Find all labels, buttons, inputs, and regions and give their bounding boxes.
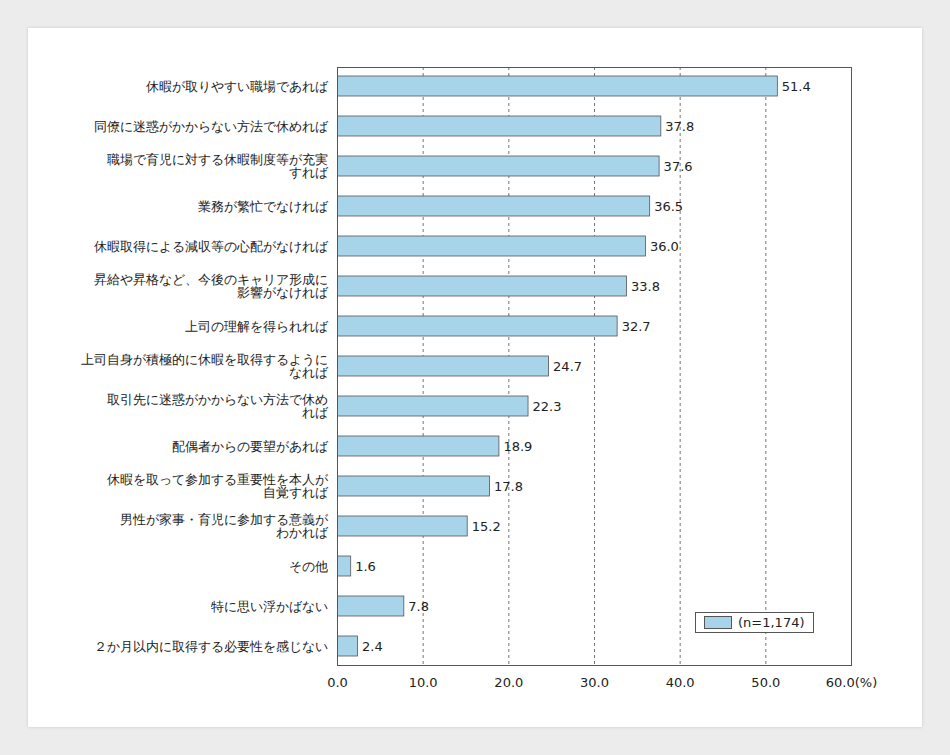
svg-text:37.6: 37.6 [664,159,693,174]
svg-text:50.0: 50.0 [751,675,780,690]
svg-text:7.8: 7.8 [408,599,429,614]
svg-text:60.0(%): 60.0(%) [826,675,877,690]
svg-text:37.8: 37.8 [665,119,694,134]
svg-text:休暇取得による減収等の心配がなければ: 休暇取得による減収等の心配がなければ [94,239,329,254]
svg-text:24.7: 24.7 [553,359,582,374]
svg-text:33.8: 33.8 [631,279,660,294]
svg-text:職場で育児に対する休暇制度等が充実すれば: 職場で育児に対する休暇制度等が充実すれば [107,152,329,180]
svg-text:51.4: 51.4 [782,79,811,94]
svg-text:上司自身が積極的に休暇を取得するようになれば: 上司自身が積極的に休暇を取得するようになれば [81,352,329,380]
svg-text:休暇を取って参加する重要性を本人が自覚すれば: 休暇を取って参加する重要性を本人が自覚すれば [107,472,329,500]
svg-text:休暇が取りやすい職場であれば: 休暇が取りやすい職場であれば [146,79,329,94]
svg-text:30.0: 30.0 [580,675,609,690]
svg-text:2.4: 2.4 [362,639,383,654]
svg-text:40.0: 40.0 [666,675,695,690]
svg-text:17.8: 17.8 [494,479,523,494]
svg-text:18.9: 18.9 [503,439,532,454]
svg-text:配偶者からの要望があれば: 配偶者からの要望があれば [172,439,329,454]
svg-text:0.0: 0.0 [327,675,348,690]
svg-text:取引先に迷惑がかからない方法で休めれば: 取引先に迷惑がかからない方法で休めれば [107,392,329,420]
svg-text:特に思い浮かばない: 特に思い浮かばない [211,599,328,614]
svg-text:男性が家事・育児に参加する意義がわかれば: 男性が家事・育児に参加する意義がわかれば [120,512,329,540]
svg-text:10.0: 10.0 [409,675,438,690]
svg-text:36.0: 36.0 [650,239,679,254]
svg-text:36.5: 36.5 [654,199,683,214]
svg-text:業務が繁忙でなければ: 業務が繁忙でなければ [198,199,329,214]
svg-text:２か月以内に取得する必要性を感じない: ２か月以内に取得する必要性を感じない [94,639,328,654]
html-text:(n=1,174): (n=1,174) [738,615,805,630]
svg-text:その他: その他 [289,559,328,574]
svg-text:20.0: 20.0 [494,675,523,690]
svg-text:32.7: 32.7 [622,319,651,334]
svg-text:1.6: 1.6 [355,559,376,574]
svg-text:同僚に迷惑がかからない方法で休めれば: 同僚に迷惑がかからない方法で休めれば [94,119,329,134]
svg-text:15.2: 15.2 [472,519,501,534]
svg-text:上司の理解を得られれば: 上司の理解を得られれば [185,319,329,334]
svg-text:22.3: 22.3 [533,399,562,414]
svg-text:昇給や昇格など、今後のキャリア形成に影響がなければ: 昇給や昇格など、今後のキャリア形成に影響がなければ [94,272,329,300]
